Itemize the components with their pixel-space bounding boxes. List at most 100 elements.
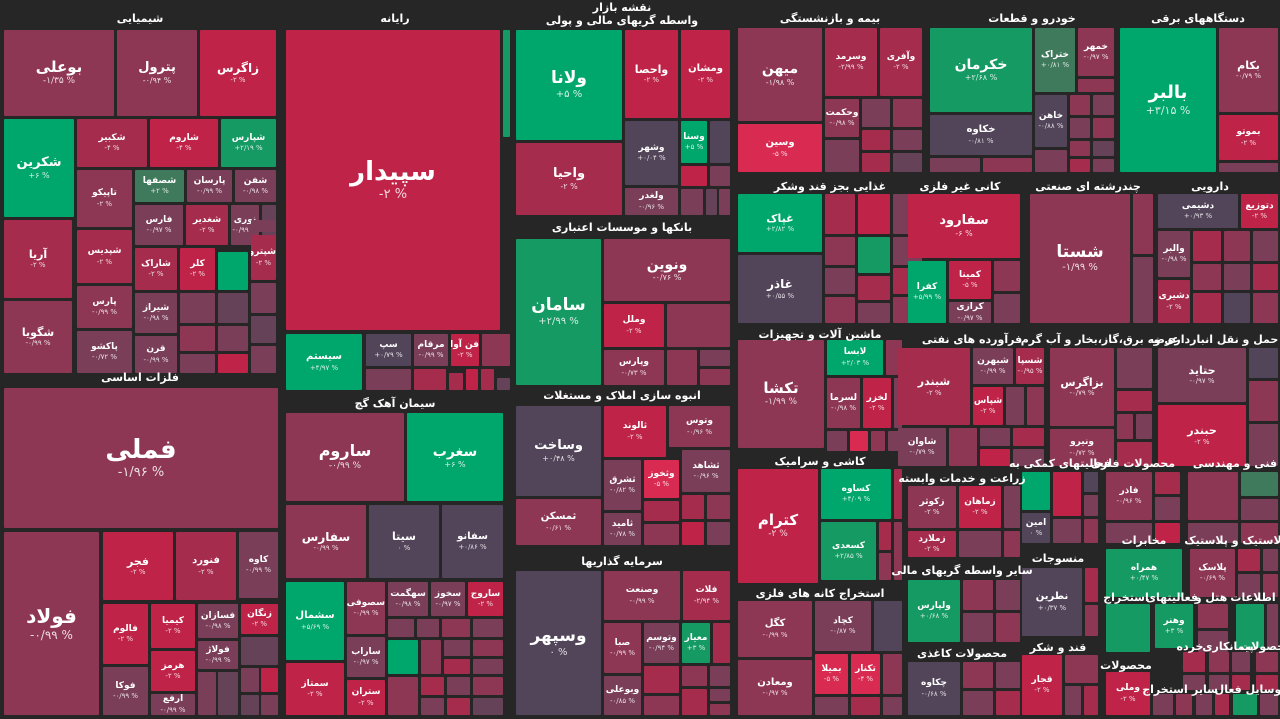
stock-tile[interactable]: پاکشو -۰/۷۲ %	[77, 331, 132, 373]
stock-tile-small[interactable]	[261, 668, 278, 692]
stock-tile[interactable]: کسعدی +۲/۸۵ %	[821, 522, 876, 580]
stock-tile[interactable]: وبوعلی -۰/۸۵ %	[604, 676, 641, 715]
stock-tile-small[interactable]	[858, 194, 890, 234]
stock-tile[interactable]: لابسا +۲/۰۳ %	[827, 340, 883, 375]
stock-tile-small[interactable]	[1215, 694, 1229, 715]
stock-tile[interactable]: حتاید -۰/۹۷ %	[1158, 348, 1246, 402]
stock-tile[interactable]: فنورد -۲ %	[176, 532, 236, 600]
stock-tile-small[interactable]	[682, 689, 707, 715]
stock-tile-small[interactable]	[473, 659, 503, 674]
stock-tile-small[interactable]	[883, 697, 902, 715]
stock-tile[interactable]: فملی -۱/۹۶ %	[4, 388, 278, 528]
stock-tile-small[interactable]	[1196, 694, 1212, 715]
stock-tile-small[interactable]	[218, 326, 248, 351]
stock-tile-small[interactable]	[218, 252, 248, 290]
stock-tile[interactable]: شبندر -۲ %	[898, 348, 970, 425]
stock-tile[interactable]: حبندر -۲ %	[1158, 405, 1246, 466]
stock-tile-small[interactable]	[963, 613, 993, 642]
stock-tile-small[interactable]	[1133, 257, 1153, 323]
stock-tile-small[interactable]	[983, 158, 1032, 172]
stock-tile[interactable]: سفارس -۰/۹۹ %	[286, 505, 366, 578]
stock-tile[interactable]: تکشا -۱/۹۹ %	[738, 340, 824, 448]
stock-tile-small[interactable]	[682, 495, 704, 519]
stock-tile[interactable]: ونوین -۰/۷۶ %	[604, 239, 730, 301]
stock-tile-small[interactable]	[1238, 574, 1260, 597]
stock-tile-small[interactable]	[667, 304, 730, 347]
stock-tile-small[interactable]	[218, 672, 238, 715]
stock-tile-small[interactable]	[447, 677, 470, 695]
stock-tile[interactable]: کچاد -۰/۸۷ %	[815, 601, 871, 651]
stock-tile[interactable]: وملی -۲ %	[1106, 672, 1150, 715]
stock-tile[interactable]: امین ۰ %	[1022, 513, 1050, 543]
stock-tile[interactable]: ستران -۲ %	[347, 680, 385, 715]
stock-tile[interactable]: ساروم -۰/۹۹ %	[286, 413, 404, 501]
stock-tile-small[interactable]	[894, 469, 902, 519]
stock-tile[interactable]: پارسان -۰/۹۹ %	[187, 170, 232, 202]
stock-tile[interactable]: همراه +۰/۴۷ %	[1106, 549, 1182, 597]
stock-tile[interactable]: هرمز -۲ %	[151, 651, 195, 691]
stock-tile-small[interactable]	[241, 668, 259, 692]
stock-tile-small[interactable]	[481, 369, 494, 390]
stock-tile-small[interactable]	[893, 153, 922, 172]
stock-tile[interactable]: سشمال +۵/۶۹ %	[286, 582, 344, 660]
stock-tile-small[interactable]	[707, 522, 730, 545]
stock-tile[interactable]: سصوفی -۰/۹۹ %	[347, 582, 385, 634]
stock-tile-small[interactable]	[1022, 472, 1050, 510]
stock-tile-small[interactable]	[1253, 293, 1278, 323]
stock-tile[interactable]: دشیری -۲ %	[1158, 280, 1190, 323]
stock-tile-small[interactable]	[1106, 604, 1150, 652]
stock-tile[interactable]: ساروج -۲ %	[468, 582, 503, 616]
stock-tile[interactable]: والبر -۰/۹۸ %	[1158, 231, 1190, 277]
stock-tile[interactable]: مرقام -۰/۹۹ %	[414, 334, 448, 366]
stock-tile[interactable]: ثشاهد -۰/۹۶ %	[682, 450, 730, 492]
stock-tile-small[interactable]	[963, 662, 993, 688]
stock-tile-small[interactable]	[1084, 686, 1098, 715]
stock-tile[interactable]: سیستم +۴/۹۷ %	[286, 334, 362, 390]
stock-tile-small[interactable]	[959, 531, 1001, 557]
stock-tile[interactable]: وثخوز -۵ %	[644, 460, 679, 498]
stock-tile[interactable]: دتوزیع -۲ %	[1241, 194, 1278, 228]
stock-tile-small[interactable]	[473, 698, 503, 715]
stock-tile-small[interactable]	[1070, 118, 1090, 138]
stock-tile-small[interactable]	[1260, 694, 1278, 715]
stock-tile-small[interactable]	[1267, 604, 1278, 648]
stock-tile[interactable]: خکرمان +۲/۶۸ %	[930, 28, 1032, 112]
stock-tile-small[interactable]	[963, 691, 993, 715]
stock-tile-small[interactable]	[1176, 694, 1192, 715]
stock-tile[interactable]: فولاژ -۰/۹۹ %	[198, 641, 238, 669]
stock-tile[interactable]: بالبر +۳/۱۵ %	[1120, 28, 1216, 172]
stock-tile[interactable]: سپیدار -۲ %	[286, 30, 500, 330]
stock-tile-small[interactable]	[251, 346, 276, 373]
stock-tile[interactable]: زملارد -۲ %	[908, 531, 956, 557]
stock-tile-small[interactable]	[1263, 549, 1278, 571]
stock-tile[interactable]: شکبیر -۴ %	[77, 119, 147, 167]
stock-tile-small[interactable]	[1188, 523, 1238, 543]
stock-tile-small[interactable]	[871, 431, 885, 451]
stock-tile-small[interactable]	[1193, 231, 1221, 261]
stock-tile[interactable]: پارس -۰/۹۹ %	[77, 286, 132, 328]
stock-tile-small[interactable]	[893, 130, 922, 150]
stock-tile-small[interactable]	[251, 316, 276, 343]
stock-tile-small[interactable]	[218, 354, 248, 373]
stock-tile[interactable]: سفانو +۰/۸۶ %	[442, 505, 503, 578]
stock-tile[interactable]: ثشرق -۰/۸۲ %	[604, 460, 641, 510]
stock-tile[interactable]: وسپهر ۰ %	[516, 571, 601, 715]
stock-tile-small[interactable]	[874, 601, 902, 651]
stock-tile-small[interactable]	[710, 689, 730, 701]
stock-tile-small[interactable]	[442, 619, 470, 637]
stock-tile-small[interactable]	[980, 449, 1010, 466]
stock-tile-small[interactable]	[1065, 686, 1081, 715]
stock-tile[interactable]: پترول -۰/۹۴ %	[117, 30, 197, 116]
stock-tile-small[interactable]	[473, 619, 503, 637]
stock-tile[interactable]: تاپیکو -۲ %	[77, 170, 132, 227]
stock-tile-small[interactable]	[1027, 387, 1044, 425]
stock-tile-small[interactable]	[1133, 194, 1153, 254]
stock-tile[interactable]: کگل -۰/۹۹ %	[738, 601, 812, 657]
stock-tile-small[interactable]	[719, 189, 730, 215]
stock-tile-small[interactable]	[241, 637, 278, 665]
stock-tile-small[interactable]	[1232, 675, 1250, 690]
stock-tile[interactable]: آریا -۲ %	[4, 220, 72, 298]
stock-tile[interactable]: شپترو -۲ %	[251, 235, 276, 280]
stock-tile[interactable]: شیراز -۰/۹۸ %	[135, 293, 177, 333]
stock-tile-small[interactable]	[1093, 95, 1114, 115]
